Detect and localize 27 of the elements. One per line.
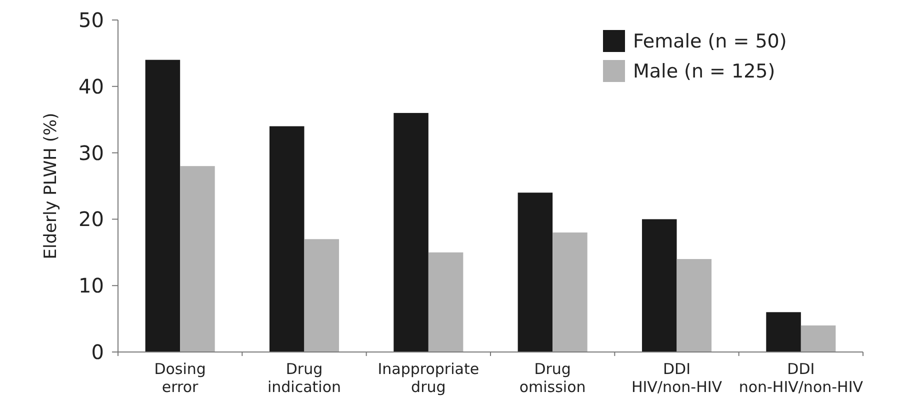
bar: [145, 60, 180, 352]
bar: [800, 325, 836, 352]
y-tick-label: 50: [78, 8, 104, 32]
legend-label: Female (n = 50): [633, 30, 787, 53]
bar: [642, 219, 677, 352]
bar: [766, 312, 801, 352]
x-tick-label: Inappropriate drug: [378, 360, 480, 396]
y-axis-title: Elderly PLWH (%): [41, 112, 61, 260]
bar: [552, 232, 588, 352]
legend-label: Male (n = 125): [633, 60, 776, 83]
x-tick-label: DDI non-HIV/non-HIV: [738, 360, 864, 396]
y-tick-label: 0: [91, 340, 104, 364]
bar: [269, 126, 304, 352]
y-tick-label: 20: [78, 207, 104, 232]
y-tick-label: 10: [78, 274, 104, 298]
bar: [518, 192, 553, 352]
y-tick-label: 30: [78, 140, 104, 165]
y-tick-label: 40: [78, 74, 104, 98]
x-tick-label: Drug indication: [267, 360, 342, 396]
bar: [180, 166, 215, 352]
bar: [304, 239, 340, 352]
x-tick-label: Dosing error: [154, 360, 206, 396]
bar: [428, 252, 464, 352]
x-tick-label: Drug omission: [519, 360, 586, 396]
bar: [394, 112, 428, 352]
bar: [676, 259, 712, 352]
x-tick-label: DDI HIV/non-HIV: [631, 360, 723, 396]
